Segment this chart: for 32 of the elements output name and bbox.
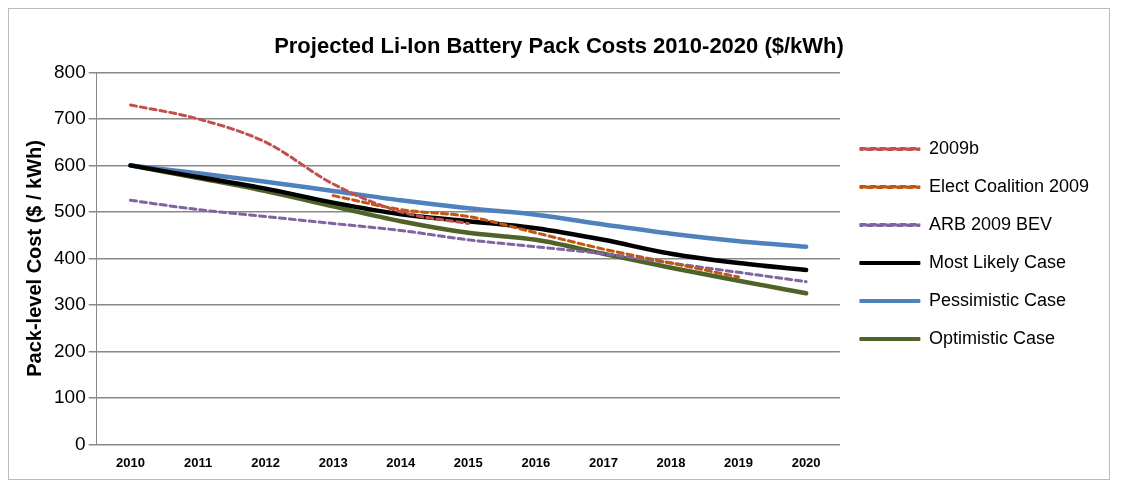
line-series [128, 103, 470, 226]
y-tick-label: 700 [54, 107, 86, 129]
line-series [128, 163, 809, 273]
legend-label: Optimistic Case [928, 327, 1055, 348]
y-tick-label: 800 [54, 60, 86, 82]
legend-label: ARB 2009 BEV [928, 213, 1052, 234]
legend-label: Most Likely Case [928, 251, 1066, 272]
y-tick-label: 300 [54, 293, 86, 315]
legend-label: Pessimistic Case [928, 289, 1066, 310]
y-tick-label: 200 [54, 339, 86, 361]
x-tick-label: 2018 [656, 454, 686, 470]
y-tick-label: 500 [54, 200, 86, 222]
x-tick-label: 2011 [183, 454, 213, 470]
y-axis-title: Pack-level Cost ($ / kWh) [22, 140, 45, 377]
line-series [331, 194, 741, 279]
y-tick-label: 100 [54, 386, 86, 408]
x-tick-label: 2016 [521, 454, 551, 470]
x-tick-label: 2017 [588, 454, 618, 470]
x-tick-label: 2010 [116, 454, 145, 470]
line-series [128, 198, 808, 284]
legend-label: Elect Coalition 2009 [928, 175, 1090, 196]
y-tick-label: 600 [54, 153, 86, 175]
y-tick-label: 0 [75, 432, 86, 454]
chart-title: Projected Li-Ion Battery Pack Costs 2010-2020 ($/kWh) [274, 33, 844, 59]
x-tick-label: 2012 [251, 454, 281, 470]
x-tick-label: 2015 [453, 454, 483, 470]
x-tick-label: 2014 [386, 454, 416, 470]
x-tick-label: 2019 [724, 454, 754, 470]
legend-label: 2009b [928, 137, 979, 158]
x-tick-label: 2020 [791, 454, 821, 470]
y-tick-label: 400 [54, 246, 86, 268]
x-tick-label: 2013 [318, 454, 348, 470]
